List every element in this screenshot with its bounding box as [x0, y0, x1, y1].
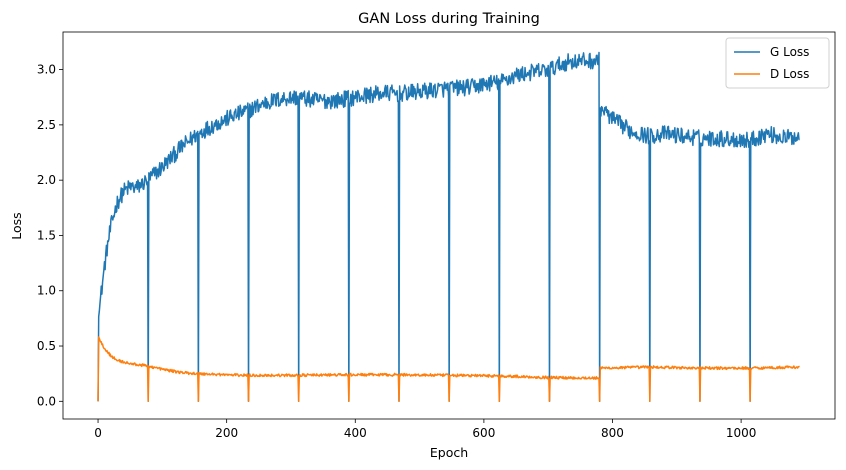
y-tick-label: 2.5	[37, 118, 56, 132]
x-axis: 0 200 400 600 800 1000	[94, 419, 756, 440]
y-tick-label: 1.0	[37, 284, 56, 298]
plot-frame	[62, 31, 836, 420]
x-tick-label: 600	[472, 426, 495, 440]
series-line-d-loss	[97, 336, 800, 403]
x-tick-label: 0	[94, 426, 102, 440]
legend-label: G Loss	[770, 45, 809, 59]
y-tick-label: 1.5	[37, 228, 56, 242]
x-tick-label: 1000	[726, 426, 757, 440]
series-line-g-loss	[97, 51, 800, 403]
y-tick-label: 3.0	[37, 63, 56, 77]
x-tick-label: 200	[215, 426, 238, 440]
legend-label: D Loss	[770, 67, 809, 81]
legend: G Loss D Loss	[725, 37, 830, 89]
y-tick-label: 2.0	[37, 173, 56, 187]
y-tick-label: 0.0	[37, 394, 56, 408]
x-tick-label: 800	[601, 426, 624, 440]
legend-box	[725, 37, 830, 89]
y-axis: 0.0 0.5 1.0 1.5 2.0 2.5 3.0	[37, 63, 63, 408]
x-axis-label: Epoch	[430, 445, 468, 460]
y-axis-label: Loss	[9, 212, 24, 239]
chart-title: GAN Loss during Training	[358, 11, 540, 27]
series-layer	[97, 51, 800, 403]
x-tick-label: 400	[344, 426, 367, 440]
y-tick-label: 0.5	[37, 339, 56, 353]
